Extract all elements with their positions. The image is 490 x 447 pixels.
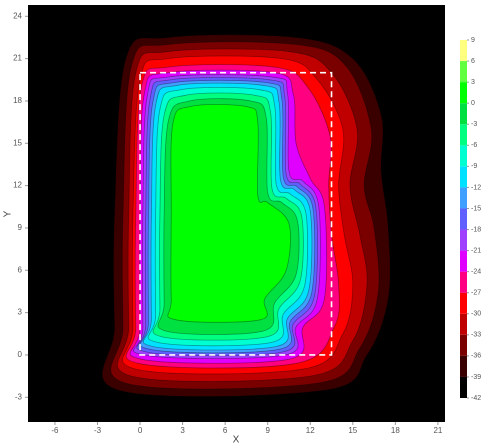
colorbar-band: [460, 82, 467, 104]
y-tick-label: 12: [13, 181, 22, 190]
x-tick-label: -3: [94, 426, 102, 435]
plot-area: [101, 34, 391, 397]
colorbar-label: -30: [471, 311, 481, 318]
colorbar-label: -36: [471, 353, 481, 360]
colorbar-band: [460, 166, 467, 188]
y-tick-label: 9: [18, 223, 23, 232]
y-tick-label: 24: [13, 11, 22, 20]
colorbar-band: [460, 271, 467, 293]
colorbar-band: [460, 40, 467, 62]
colorbar-label: -12: [471, 184, 481, 191]
colorbar-band: [460, 292, 467, 314]
colorbar-label: 9: [471, 37, 475, 44]
x-tick-label: 12: [306, 426, 315, 435]
colorbar-band: [460, 334, 467, 356]
colorbar-band: [460, 187, 467, 209]
colorbar-label: -42: [471, 395, 481, 402]
colorbar-label: -6: [471, 142, 477, 149]
colorbar-band: [460, 208, 467, 230]
colorbar-label: -18: [471, 226, 481, 233]
y-tick-label: 3: [18, 308, 23, 317]
y-tick-label: 15: [13, 138, 22, 147]
y-axis-title: Y: [3, 210, 14, 217]
colorbar-label: 3: [471, 79, 475, 86]
x-tick-label: 18: [391, 426, 400, 435]
colorbar-label: -15: [471, 205, 481, 212]
y-tick-label: 21: [13, 54, 22, 63]
x-tick-label: 3: [180, 426, 185, 435]
colorbar-label: -21: [471, 247, 481, 254]
colorbar-label: -39: [471, 374, 481, 381]
colorbar-band: [460, 145, 467, 167]
y-tick-label: 6: [18, 265, 23, 274]
colorbar-label: 0: [471, 100, 475, 107]
x-axis-title: X: [233, 435, 240, 446]
colorbar-band: [460, 313, 467, 335]
y-tick-label: 18: [13, 96, 22, 105]
x-tick-label: 15: [348, 426, 357, 435]
x-tick-label: 9: [265, 426, 270, 435]
colorbar-band: [460, 376, 467, 398]
colorbar-label: -3: [471, 121, 477, 128]
colorbar-band: [460, 61, 467, 83]
y-tick-label: 0: [18, 350, 23, 359]
x-tick-label: -6: [51, 426, 59, 435]
y-tick-label: -3: [15, 392, 23, 401]
colorbar-band: [460, 103, 467, 125]
colorbar-band: [460, 250, 467, 272]
colorbar-label: -27: [471, 290, 481, 297]
x-tick-label: 0: [138, 426, 143, 435]
colorbar-label: 6: [471, 58, 475, 65]
colorbar-band: [460, 355, 467, 377]
colorbar-band: [460, 229, 467, 251]
contour-region: [167, 104, 291, 323]
colorbar-band: [460, 124, 467, 146]
boundary-box: [139, 71, 333, 356]
colorbar-label: -33: [471, 332, 481, 339]
colorbar-label: -9: [471, 163, 477, 170]
x-tick-label: 21: [433, 426, 442, 435]
x-tick-label: 6: [223, 426, 228, 435]
colorbar-label: -24: [471, 268, 481, 275]
